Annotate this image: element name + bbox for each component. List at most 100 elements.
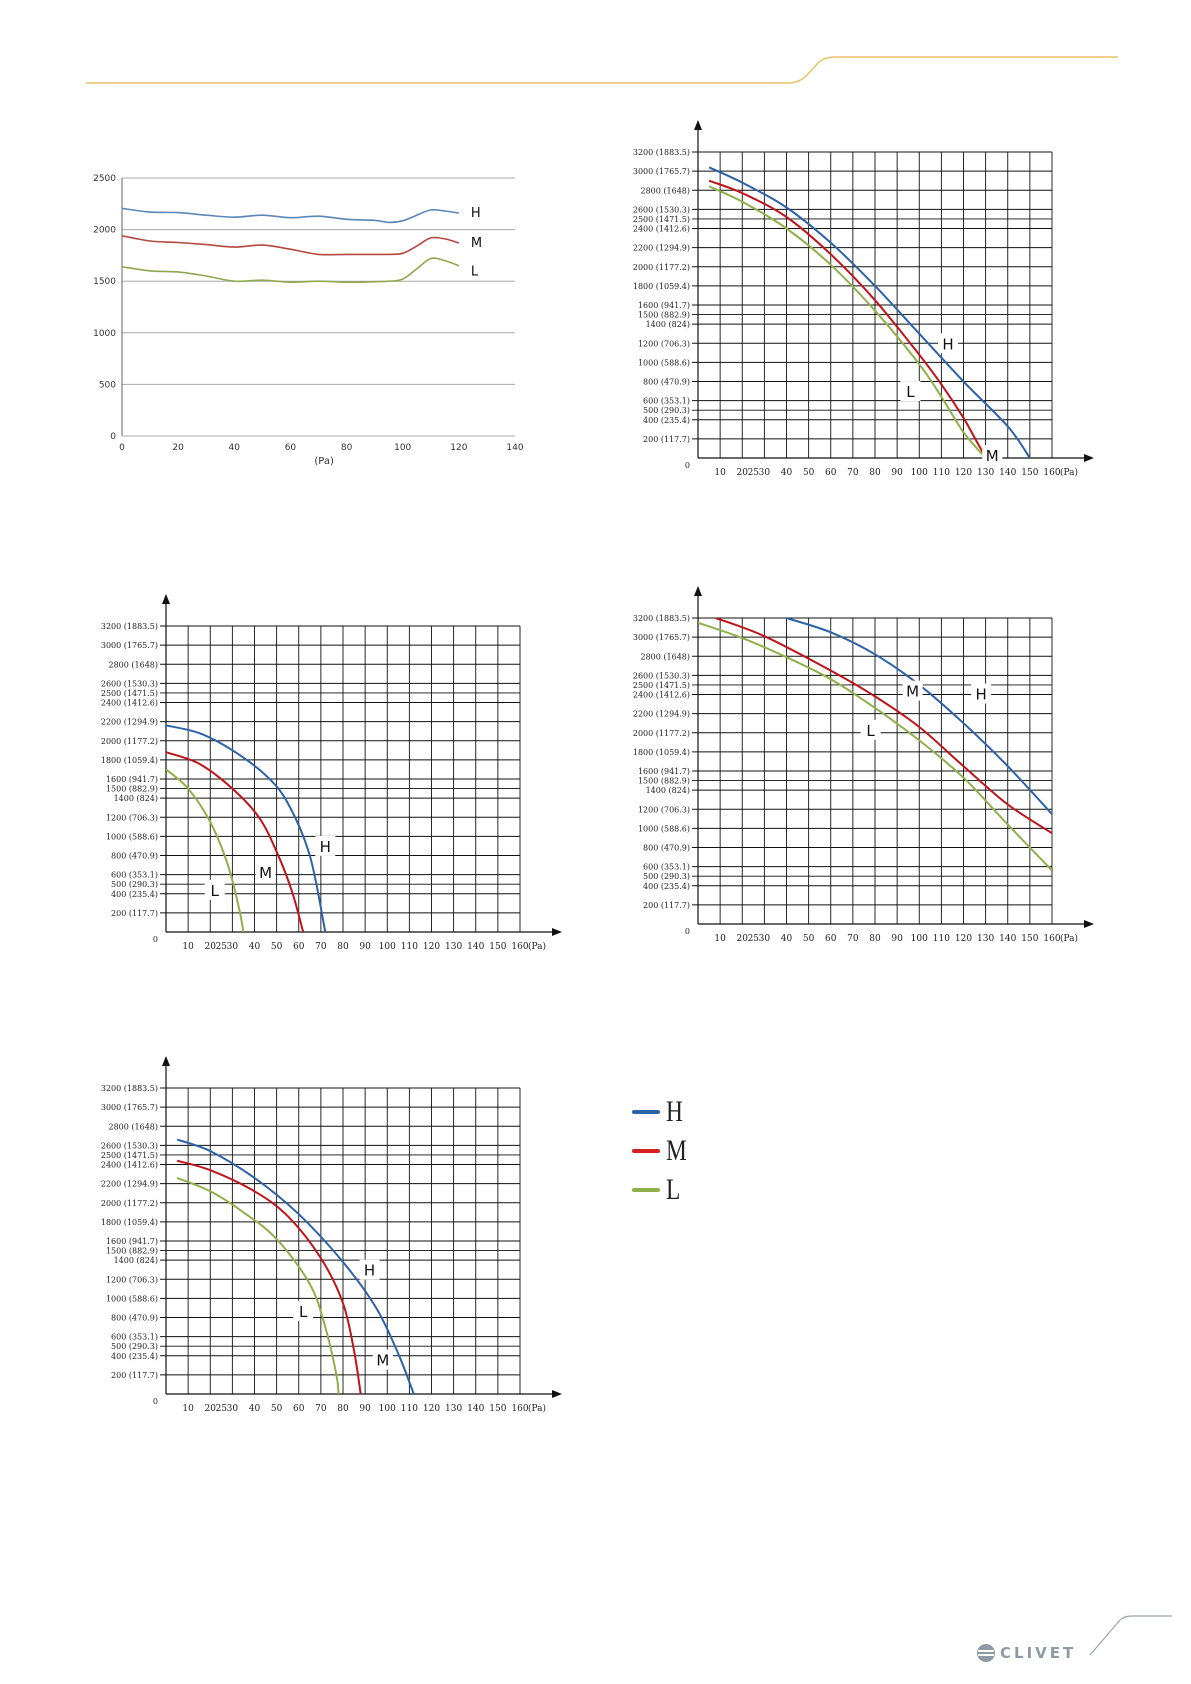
legend-label-m: M [666, 1133, 687, 1167]
annotation-bg-m [372, 1349, 393, 1370]
annotation-label-m: M [986, 447, 999, 465]
x-tick-label-15: 150 [489, 1404, 506, 1414]
x-tick-label-15: 150 [1021, 934, 1038, 944]
y-tick-label-14: 2500 (1471.5) [633, 681, 690, 690]
x-tick-label-8: 80 [337, 942, 349, 952]
y-tick-label-9: 1600 (941.7) [638, 767, 690, 776]
y-tick-label-10: 1800 (1059.4) [633, 282, 690, 291]
y-tick-label-5: 1000 (588.6) [638, 358, 690, 367]
x-tick-label-12: 120 [423, 1404, 440, 1414]
x-axis-arrow [552, 928, 562, 936]
x-tick-label-0: 10 [182, 1404, 194, 1414]
y-tick-label-3: 1500 [93, 277, 116, 287]
x-tick-label-5: 100 [394, 443, 411, 453]
annotation-label-m: M [376, 1352, 389, 1370]
x-tick-label-13: 130 [977, 468, 994, 478]
y-tick-label-8: 1500 (882.9) [106, 785, 158, 794]
y-tick-label-10: 1800 (1059.4) [633, 748, 690, 757]
x-tick-label-9: 90 [359, 1404, 371, 1414]
y-tick-label-14: 2500 (1471.5) [101, 1151, 158, 1160]
y-tick-label-6: 1200 (706.3) [638, 339, 690, 348]
y-tick-label-3: 600 (353.1) [643, 397, 690, 406]
x-axis-label: (Pa) [1060, 467, 1078, 478]
x-tick-label-13: 130 [445, 1404, 462, 1414]
x-axis-arrow [1084, 454, 1094, 462]
y-tick-label-5: 1000 (588.6) [106, 1294, 158, 1303]
y-tick-label-18: 3200 (1883.5) [101, 622, 158, 631]
y-tick-label-3: 600 (353.1) [111, 1333, 158, 1342]
origin-label: 0 [153, 935, 158, 944]
series-line-l [166, 768, 245, 932]
x-tick-label-8: 80 [337, 1404, 349, 1414]
fan-curve-chart-2: 200 (117.7) 400 (235.4)500 (290.3)600 (35… [633, 120, 1094, 478]
x-tick-label-5: 50 [803, 468, 815, 478]
x-tick-label-16: 160 [1043, 468, 1060, 478]
y-axis-arrow [162, 1056, 170, 1066]
series-line-l [708, 185, 987, 458]
y-tick-label-2: 500 (290.3) [643, 406, 690, 415]
annotation-label-l: L [210, 882, 219, 900]
x-tick-label-6: 60 [825, 468, 837, 478]
chart-1: 0 500 1000 1500 2000 2500 0 20 40 60 80 100 120 140 (P… [90, 174, 580, 508]
x-tick-label-3: 60 [285, 443, 297, 453]
x-tick-label-7: 70 [315, 1404, 327, 1414]
y-tick-label-0: 0 [110, 432, 116, 442]
y-tick-label-5: 1000 (588.6) [106, 832, 158, 841]
y-tick-label-9: 1600 (941.7) [106, 775, 158, 784]
origin-label: 0 [685, 461, 690, 470]
x-tick-label-16: 160 [511, 942, 528, 952]
x-tick-label-8: 80 [869, 468, 881, 478]
x-tick-label-9: 90 [891, 934, 903, 944]
legend-swatch-m [632, 1148, 660, 1153]
y-tick-label-10: 1800 (1059.4) [101, 1218, 158, 1227]
annotation-label-l: L [906, 383, 915, 401]
y-tick-label-14: 2500 (1471.5) [633, 215, 690, 224]
y-tick-label-4: 2000 [93, 226, 116, 236]
x-tick-label-2: 40 [229, 443, 241, 453]
y-tick-label-16: 2800 (1648) [640, 186, 690, 195]
series-label-m: M [471, 236, 482, 251]
series-line-m [176, 1159, 362, 1394]
y-tick-label-11: 2000 (1177.2) [633, 729, 690, 738]
x-tick-label-1: 20 [205, 942, 217, 952]
legend-label-l: L [666, 1172, 681, 1206]
x-tick-label-7: 70 [315, 942, 327, 952]
x-tick-label-14: 140 [999, 934, 1016, 944]
annotation-bg-m [255, 861, 276, 882]
series-line-l [121, 257, 460, 284]
x-tick-label-10: 100 [379, 1404, 396, 1414]
y-tick-label-17: 3000 (1765.7) [101, 641, 158, 650]
x-tick-label-14: 140 [467, 1404, 484, 1414]
legend-label-h: H [666, 1094, 683, 1128]
y-tick-label-15: 2600 (1530.3) [633, 205, 690, 214]
y-tick-label-2: 500 (290.3) [111, 880, 158, 889]
x-tick-label-2: 25 [216, 942, 228, 952]
y-tick-label-1: 500 [99, 380, 116, 390]
y-tick-label-16: 2800 (1648) [640, 652, 690, 661]
y-tick-label-1: 400 (235.4) [111, 1352, 158, 1361]
y-tick-label-10: 1800 (1059.4) [101, 756, 158, 765]
x-axis-label: (Pa) [528, 1403, 546, 1414]
origin-label: 0 [153, 1397, 158, 1406]
legend-item-l: L [632, 1170, 693, 1209]
y-tick-label-6: 1200 (706.3) [106, 1275, 158, 1284]
x-tick-label-11: 110 [401, 1404, 418, 1414]
x-tick-label-3: 30 [227, 1404, 239, 1414]
x-tick-label-0: 10 [182, 942, 194, 952]
x-tick-label-7: 140 [506, 443, 523, 453]
y-tick-label-12: 2200 (1294.9) [633, 244, 690, 253]
y-tick-label-18: 3200 (1883.5) [633, 614, 690, 623]
series-line-m [715, 618, 1052, 835]
x-tick-label-12: 120 [423, 942, 440, 952]
footer-rule [1089, 1615, 1172, 1656]
fan-curve-chart-4: 200 (117.7) 400 (235.4)500 (290.3)600 (35… [633, 586, 1094, 944]
x-tick-label-4: 40 [781, 468, 793, 478]
x-axis-label: (Pa) [1060, 933, 1078, 944]
chart-5: 200 (117.7) 400 (235.4) 500 (290.3) 600 (35… [80, 1042, 600, 1452]
x-tick-label-9: 90 [359, 942, 371, 952]
annotation-bg-l [860, 719, 881, 740]
y-tick-label-12: 2200 (1294.9) [101, 718, 158, 727]
x-axis-label: (Pa) [528, 941, 546, 952]
x-tick-label-4: 80 [341, 443, 353, 453]
y-tick-label-14: 2500 (1471.5) [101, 689, 158, 698]
